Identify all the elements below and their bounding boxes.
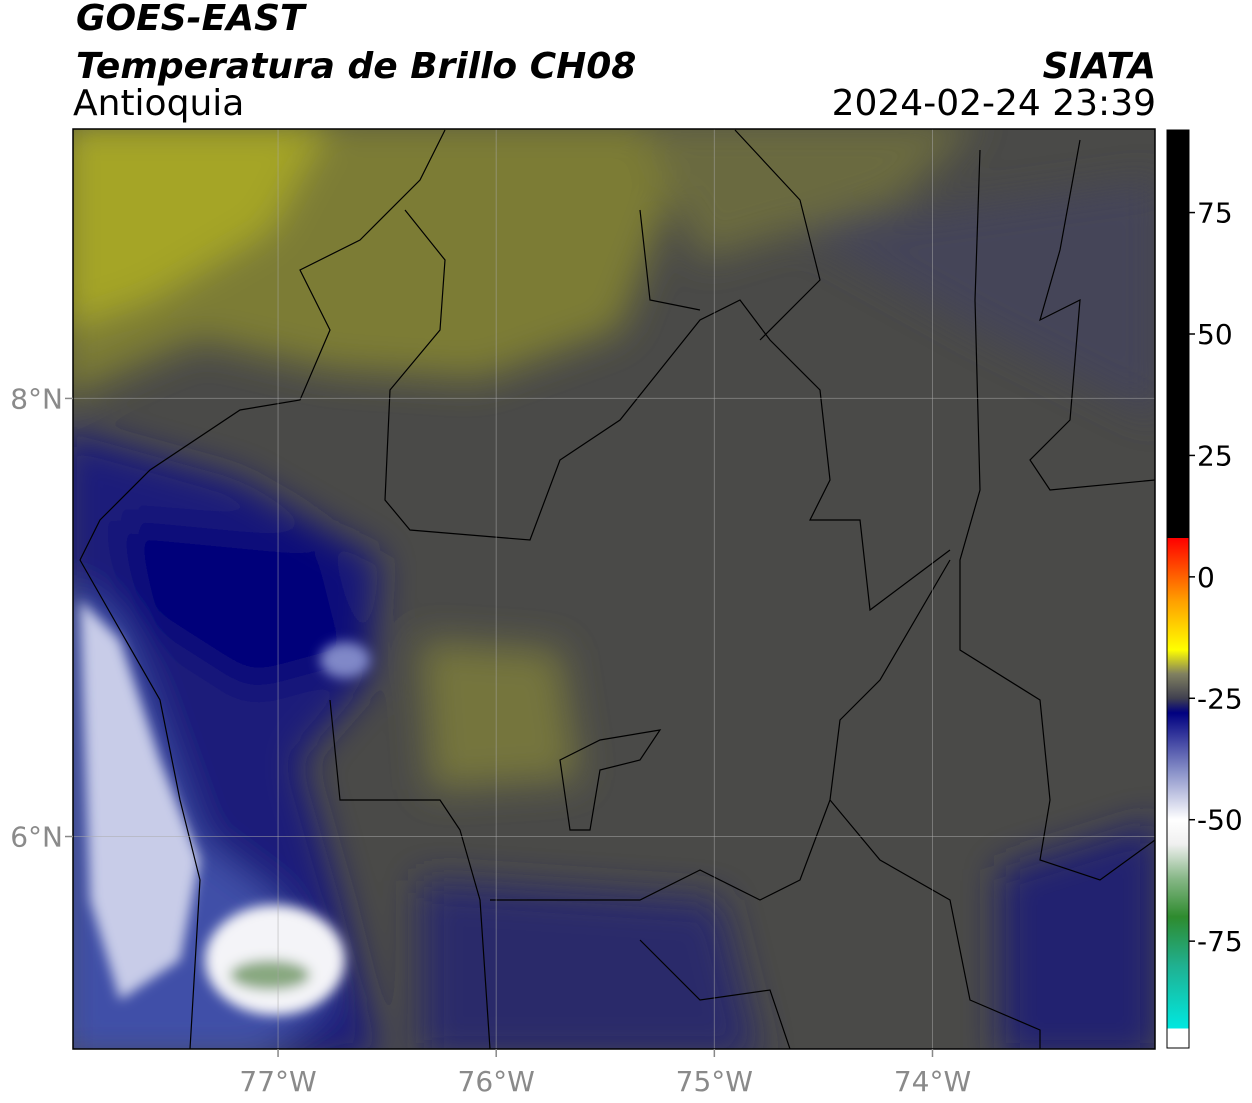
datetime-label: 2024-02-24 23:39 xyxy=(832,83,1156,124)
colorbar-scale xyxy=(1166,129,1190,1049)
map-frame xyxy=(72,128,1156,1050)
colorbar: -75 -50 -25 0 25 50 75 xyxy=(1166,129,1243,1049)
x-tick-label: 76°W xyxy=(458,1065,535,1098)
source-label: SIATA xyxy=(1043,46,1156,87)
graticule xyxy=(73,129,1155,1049)
colorbar-tick-label: 75 xyxy=(1197,197,1233,230)
y-tick-label: 6°N xyxy=(10,821,63,854)
x-tick-label: 74°W xyxy=(894,1065,971,1098)
colorbar-tick-label: -75 xyxy=(1197,925,1243,958)
colorbar-tick-label: 50 xyxy=(1197,318,1233,351)
product-title: Temperatura de Brillo CH08 xyxy=(76,46,636,87)
satellite-title: GOES-EAST xyxy=(76,0,307,39)
satellite-image xyxy=(73,129,1155,1049)
colorbar-tick-label: 25 xyxy=(1197,439,1233,472)
colorbar-tick-label: 0 xyxy=(1197,561,1215,594)
region-label: Antioquia xyxy=(73,83,244,124)
x-tick-label: 75°W xyxy=(676,1065,753,1098)
colorbar-tick-label: -50 xyxy=(1197,804,1243,837)
colorbar-tick-label: -25 xyxy=(1197,682,1243,715)
x-tick-label: 77°W xyxy=(239,1065,316,1098)
y-tick-label: 8°N xyxy=(10,382,63,415)
